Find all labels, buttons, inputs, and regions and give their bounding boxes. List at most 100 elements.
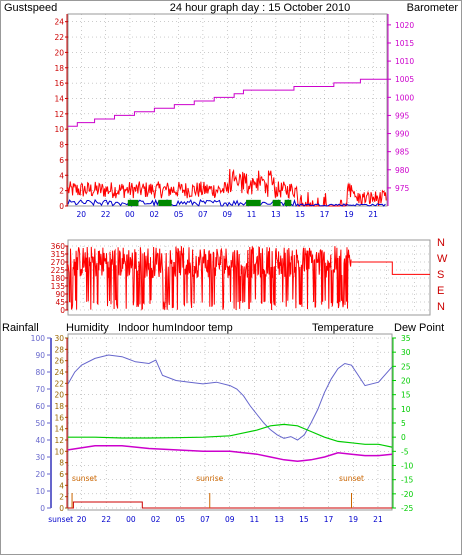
- indoor-tick-label: 4: [59, 481, 64, 490]
- wind-x-tick-label: 22: [101, 210, 111, 219]
- wind-x-tick-label: 09: [222, 210, 232, 219]
- gust-tick-label: 4: [59, 171, 64, 180]
- gust-tick-label: 16: [54, 79, 64, 88]
- indoor-tick-label: 20: [54, 391, 64, 400]
- sun-marker-label: sunrise: [196, 474, 223, 483]
- gust-tick-label: 12: [54, 110, 64, 119]
- temp-tick-label: 0: [401, 433, 406, 442]
- barometer-tick-label: 1010: [395, 57, 414, 66]
- wind-x-tick-label: 21: [368, 210, 378, 219]
- gust-tick-label: 24: [54, 18, 64, 27]
- wind-line: [67, 198, 386, 208]
- indoor-tick-label: 26: [54, 357, 64, 366]
- panel-temp-frame: [67, 333, 393, 511]
- direction-tick-label: 180: [51, 274, 66, 283]
- indoor-tick-label: 14: [54, 425, 64, 434]
- graph-title: 24 hour graph day : 15 October 2010: [170, 2, 350, 14]
- indoor-tick-label: 10: [54, 447, 64, 456]
- panel-wind-frame: [67, 13, 388, 207]
- indoor-tick-label: 24: [54, 368, 64, 377]
- series: sunset sunrise sunset: [67, 78, 430, 509]
- barometer-line: [68, 78, 387, 127]
- rainfall-label: Rainfall: [2, 322, 39, 334]
- humidity-tick-label: 90: [35, 351, 45, 360]
- temp-x-tick-label: 19: [348, 515, 358, 524]
- temp-tick-label: -5: [401, 447, 409, 456]
- humidity-tick-label: 0: [40, 504, 45, 513]
- temp-tick-label: 35: [401, 334, 411, 343]
- gustspeed-label: Gustspeed: [4, 2, 57, 14]
- compass-label: W: [437, 253, 448, 265]
- temp-x-tick-label: sunset: [48, 515, 73, 524]
- barometer-tick-label: 975: [395, 184, 410, 193]
- compass-label: N: [437, 301, 445, 313]
- axis-labels: 2422201816141210864201020101510101005100…: [31, 14, 448, 524]
- humidity-tick-label: 40: [35, 436, 45, 445]
- indoor-tick-label: 22: [54, 379, 64, 388]
- indoor-tick-label: 6: [59, 470, 64, 479]
- humidity-tick-label: 20: [35, 470, 45, 479]
- wind-x-tick-label: 02: [149, 210, 159, 219]
- temp-x-tick-label: 17: [324, 515, 334, 524]
- humidity-tick-label: 60: [35, 402, 45, 411]
- temp-tick-label: -25: [401, 504, 413, 513]
- barometer-tick-label: 1000: [395, 93, 414, 102]
- humidity-tick-label: 10: [35, 487, 45, 496]
- direction-tail-line: [351, 261, 430, 275]
- gust-tick-label: 22: [54, 33, 64, 42]
- compass-label: E: [437, 285, 444, 297]
- dew-point-line: [67, 444, 393, 463]
- direction-tick-label: 315: [51, 250, 66, 259]
- humidity-label: Humidity: [66, 322, 109, 334]
- gust-tick-label: 2: [59, 187, 64, 196]
- humidity-tick-label: 30: [35, 453, 45, 462]
- indoor-tick-label: 0: [59, 504, 64, 513]
- humidity-tick-label: 50: [35, 419, 45, 428]
- temp-x-tick-label: 07: [200, 515, 210, 524]
- wind-x-tick-label: 07: [198, 210, 208, 219]
- temp-tick-label: -15: [401, 476, 413, 485]
- windrun-block: [272, 199, 281, 206]
- barometer-tick-label: 1005: [395, 75, 414, 84]
- wind-x-tick-label: 13: [271, 210, 281, 219]
- temp-x-tick-label: 02: [151, 515, 161, 524]
- humidity-tick-label: 100: [31, 334, 46, 343]
- barometer-label: Barometer: [407, 2, 459, 14]
- compass-label: S: [437, 269, 444, 281]
- temp-tick-label: 25: [401, 362, 411, 371]
- legend-temperature: Temperature: [312, 322, 374, 334]
- windrun-block: [127, 199, 139, 206]
- indoor-tick-label: 2: [59, 493, 64, 502]
- gust-tick-label: 10: [54, 125, 64, 134]
- direction-tick-label: 90: [55, 290, 65, 299]
- gust-tick-label: 0: [59, 202, 64, 211]
- direction-tick-label: 0: [60, 306, 65, 315]
- compass-label: N: [437, 237, 445, 249]
- temp-x-tick-label: 20: [77, 515, 87, 524]
- gust-tick-label: 20: [54, 48, 64, 57]
- direction-tick-label: 135: [51, 282, 66, 291]
- wind-x-tick-label: 20: [77, 210, 87, 219]
- sun-marker-label: sunset: [339, 474, 364, 483]
- barometer-tick-label: 990: [395, 130, 410, 139]
- indoor-tick-label: 30: [54, 334, 64, 343]
- temp-tick-label: 5: [401, 419, 406, 428]
- wind-x-tick-label: 00: [125, 210, 135, 219]
- temp-x-tick-label: 22: [101, 515, 111, 524]
- temp-tick-label: 15: [401, 391, 411, 400]
- windrun-block: [246, 199, 261, 206]
- temp-tick-label: 20: [401, 377, 411, 386]
- temperature-line: [68, 423, 393, 448]
- humidity-tick-label: 80: [35, 368, 45, 377]
- temp-x-tick-label: 05: [176, 515, 186, 524]
- direction-tick-label: 360: [51, 242, 66, 251]
- windrun-block: [158, 199, 172, 206]
- wind-x-tick-label: 17: [320, 210, 330, 219]
- temp-x-tick-label: 00: [126, 515, 136, 524]
- temp-tick-label: 10: [401, 405, 411, 414]
- barometer-tick-label: 980: [395, 166, 410, 175]
- direction-tick-label: 225: [51, 266, 66, 275]
- temp-tick-label: -20: [401, 490, 413, 499]
